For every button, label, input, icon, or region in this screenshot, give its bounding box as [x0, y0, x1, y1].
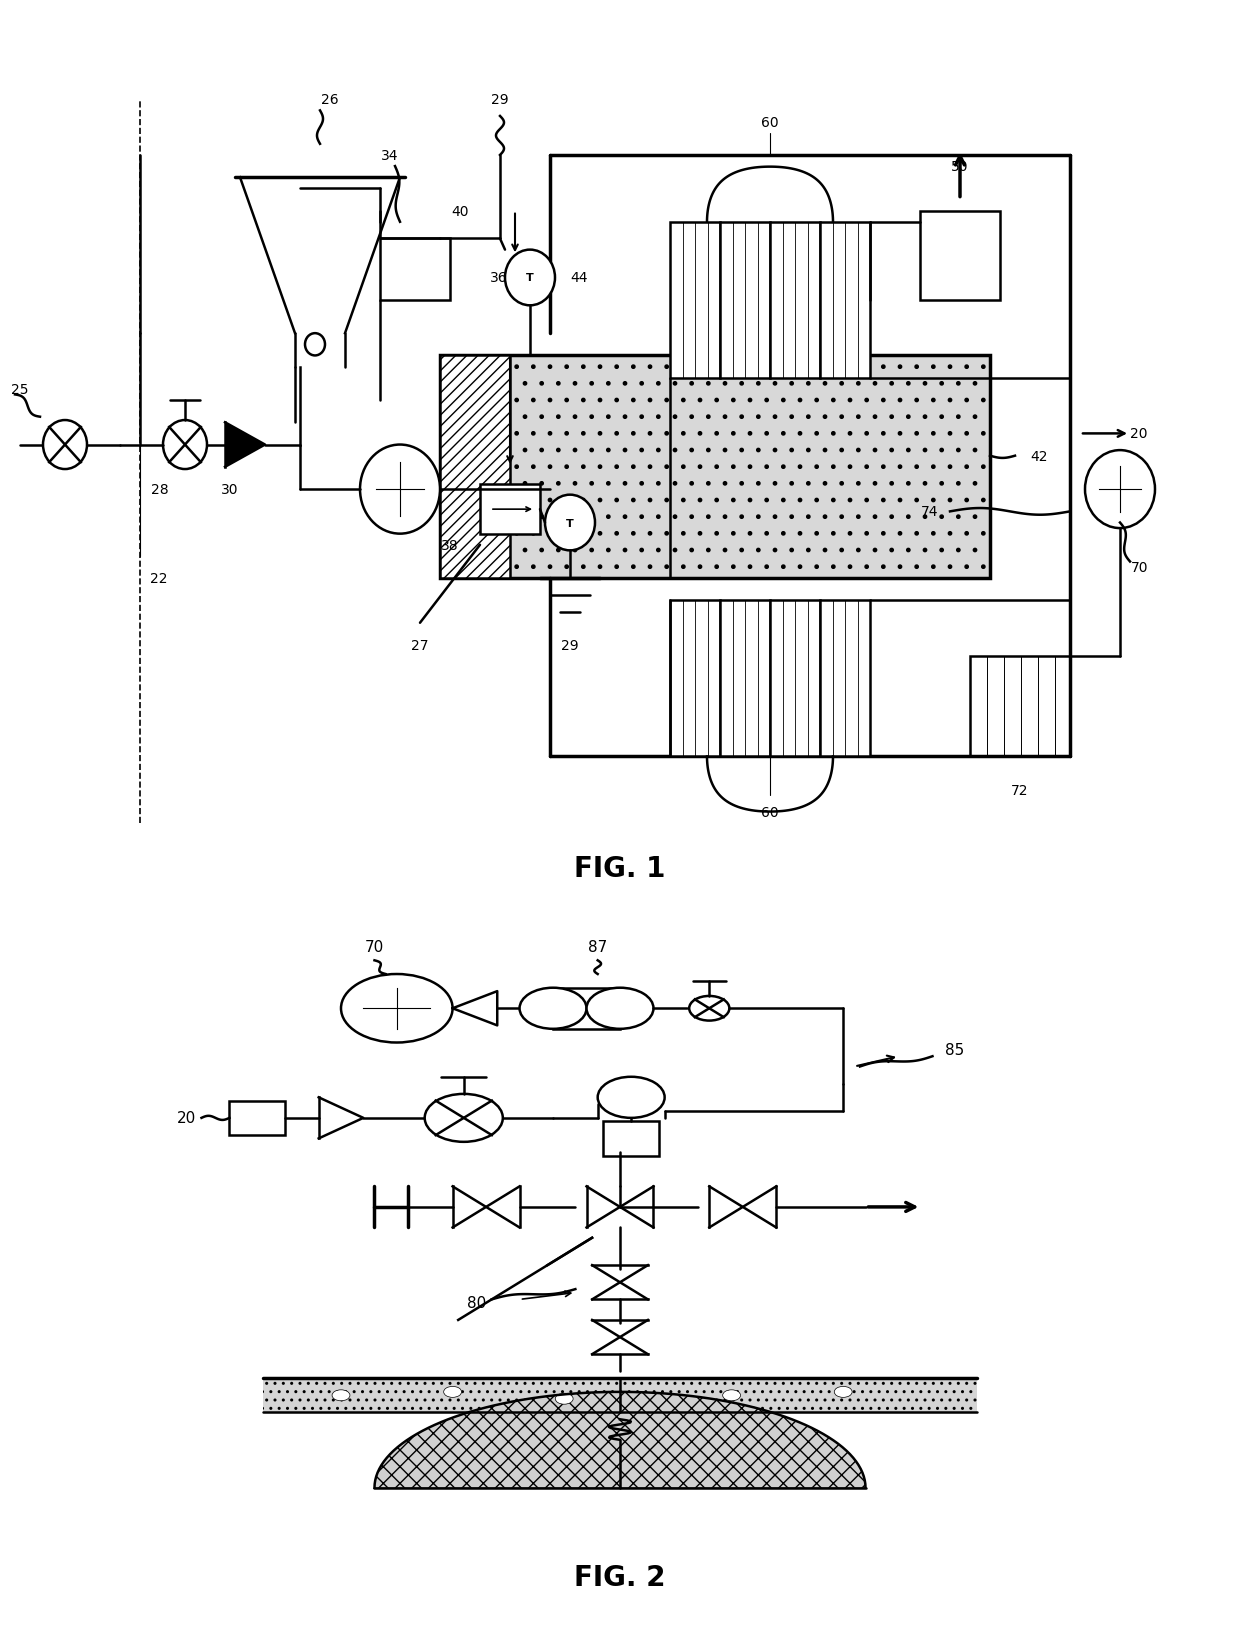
Circle shape [520, 988, 587, 1029]
Bar [970, 657, 1070, 756]
Polygon shape [593, 1320, 647, 1337]
Text: 74: 74 [921, 505, 939, 518]
Bar [920, 212, 999, 300]
Circle shape [162, 421, 207, 469]
Polygon shape [453, 1208, 520, 1227]
Polygon shape [224, 424, 265, 468]
Bar [480, 484, 539, 535]
Bar [820, 601, 870, 756]
Bar [670, 223, 720, 378]
Text: 25: 25 [11, 383, 29, 396]
Text: FIG. 1: FIG. 1 [574, 854, 666, 882]
Polygon shape [709, 1208, 776, 1227]
Circle shape [43, 421, 87, 469]
Circle shape [689, 996, 729, 1020]
Text: 60: 60 [761, 116, 779, 129]
Text: 22: 22 [150, 572, 167, 585]
Circle shape [424, 1094, 503, 1143]
Text: 72: 72 [1012, 784, 1029, 797]
Text: 87: 87 [588, 939, 608, 955]
Bar [820, 223, 870, 378]
Text: T: T [526, 274, 534, 284]
Circle shape [305, 334, 325, 357]
Circle shape [332, 1390, 350, 1400]
Text: FIG. 2: FIG. 2 [574, 1563, 666, 1591]
Polygon shape [593, 1265, 647, 1283]
Circle shape [835, 1387, 852, 1397]
Bar [670, 601, 720, 756]
Polygon shape [374, 1392, 866, 1488]
Circle shape [360, 445, 440, 535]
Bar [379, 240, 450, 300]
Text: 29: 29 [562, 639, 579, 652]
Bar [553, 988, 620, 1029]
Bar [440, 357, 990, 579]
Polygon shape [593, 1283, 647, 1299]
Circle shape [505, 251, 556, 306]
Text: 36: 36 [490, 271, 507, 285]
Bar [770, 223, 820, 378]
Text: 80: 80 [466, 1296, 486, 1311]
Text: 44: 44 [570, 271, 588, 285]
Circle shape [723, 1390, 740, 1400]
Bar [603, 1121, 660, 1156]
Bar [440, 357, 510, 579]
Text: 70: 70 [1131, 561, 1148, 575]
Text: 50: 50 [951, 160, 968, 174]
Text: 26: 26 [321, 93, 339, 108]
Text: 85: 85 [945, 1042, 965, 1058]
Text: 29: 29 [491, 93, 508, 108]
Polygon shape [709, 1187, 776, 1208]
Text: 20: 20 [176, 1110, 196, 1126]
Text: 38: 38 [441, 538, 459, 553]
Polygon shape [593, 1337, 647, 1355]
Text: 40: 40 [451, 204, 469, 218]
Circle shape [1085, 452, 1154, 528]
Circle shape [546, 496, 595, 551]
Text: 30: 30 [221, 482, 239, 497]
Bar [720, 223, 770, 378]
Circle shape [556, 1394, 573, 1405]
Text: 42: 42 [1030, 450, 1048, 463]
Polygon shape [587, 1187, 653, 1208]
Bar [770, 601, 820, 756]
Text: T: T [567, 518, 574, 528]
Bar [229, 1102, 285, 1134]
Bar [263, 1379, 977, 1413]
Circle shape [444, 1387, 461, 1397]
Polygon shape [587, 1208, 653, 1227]
Text: 70: 70 [365, 939, 384, 955]
Circle shape [341, 975, 453, 1043]
Text: 28: 28 [151, 482, 169, 497]
Text: 60: 60 [761, 805, 779, 820]
Circle shape [598, 1077, 665, 1118]
Bar [720, 601, 770, 756]
Polygon shape [453, 1187, 520, 1208]
Text: 20: 20 [1130, 427, 1147, 442]
Text: 27: 27 [412, 639, 429, 652]
Text: 34: 34 [381, 148, 399, 163]
Circle shape [587, 988, 653, 1029]
